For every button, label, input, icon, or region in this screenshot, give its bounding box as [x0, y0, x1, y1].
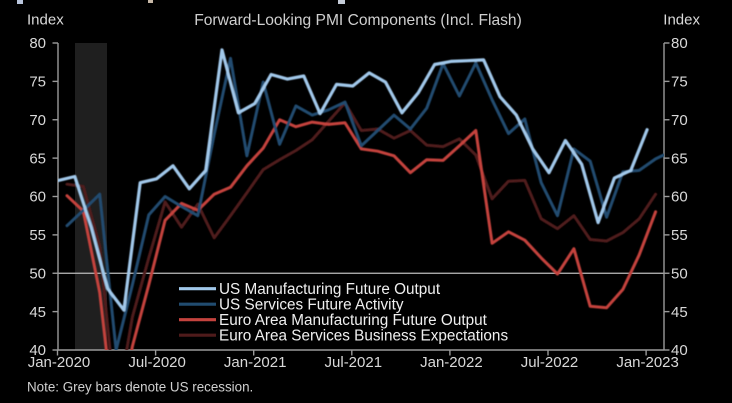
svg-text:70: 70: [671, 112, 688, 129]
svg-text:70: 70: [29, 112, 46, 129]
svg-text:50: 50: [671, 265, 688, 282]
svg-text:Index: Index: [663, 12, 700, 29]
svg-text:80: 80: [671, 35, 688, 52]
svg-text:Jan-2023: Jan-2023: [616, 354, 679, 371]
svg-text:Euro Area Services Business Ex: Euro Area Services Business Expectations: [219, 328, 508, 345]
svg-text:50: 50: [29, 265, 46, 282]
svg-text:Jul-2021: Jul-2021: [325, 354, 383, 371]
svg-text:75: 75: [29, 74, 46, 91]
svg-text:Note: Grey bars denote US rece: Note: Grey bars denote US recession.: [27, 380, 253, 395]
svg-text:45: 45: [29, 304, 46, 321]
svg-text:Jan-2020: Jan-2020: [28, 354, 91, 371]
svg-text:Jan-2022: Jan-2022: [420, 354, 483, 371]
svg-text:60: 60: [671, 189, 688, 206]
svg-text:75: 75: [671, 74, 688, 91]
svg-text:Jan-2021: Jan-2021: [224, 354, 287, 371]
svg-text:65: 65: [29, 150, 46, 167]
svg-text:Jul-2020: Jul-2020: [128, 354, 186, 371]
svg-text:40: 40: [671, 342, 688, 359]
svg-text:55: 55: [29, 227, 46, 244]
svg-text:US Services Future Activity: US Services Future Activity: [219, 297, 404, 314]
svg-text:Euro Area Manufacturing Future: Euro Area Manufacturing Future Output: [219, 312, 488, 329]
svg-text:Forward-Looking PMI Components: Forward-Looking PMI Components (Incl. Fl…: [194, 12, 522, 29]
svg-text:45: 45: [671, 304, 688, 321]
svg-text:Index: Index: [27, 12, 64, 29]
svg-text:55: 55: [671, 227, 688, 244]
svg-text:80: 80: [29, 35, 46, 52]
svg-text:60: 60: [29, 189, 46, 206]
svg-text:65: 65: [671, 150, 688, 167]
svg-text:40: 40: [29, 342, 46, 359]
svg-text:US Manufacturing Future Output: US Manufacturing Future Output: [219, 281, 441, 298]
svg-text:Jul-2022: Jul-2022: [521, 354, 579, 371]
